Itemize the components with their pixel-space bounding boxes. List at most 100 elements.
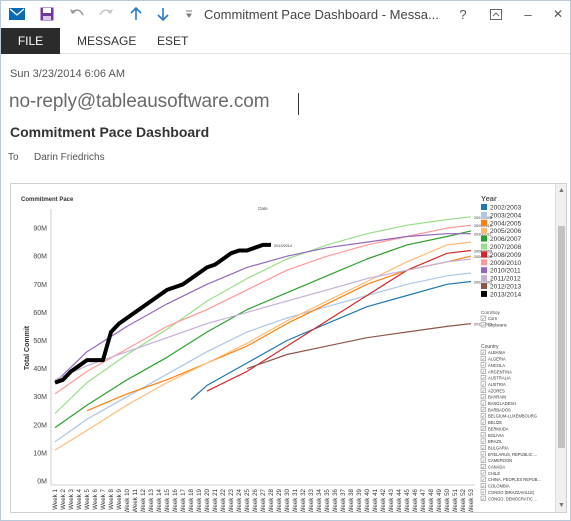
legend-swatch xyxy=(481,211,487,218)
check-icon: ✓ xyxy=(482,407,485,412)
legend-swatch xyxy=(481,283,487,289)
country-checkbox xyxy=(480,489,486,495)
legend-swatch xyxy=(481,243,487,250)
check-icon: ✓ xyxy=(482,477,485,482)
x-tick-label: Week 44 xyxy=(396,488,403,513)
close-button[interactable]: ✕ xyxy=(552,7,564,21)
y-tick-label: 20M xyxy=(33,422,47,429)
help-button[interactable]: ? xyxy=(459,6,467,22)
dashboard-image: Commitment Pace Date Total Commit 0M 10M 20M 3… xyxy=(10,183,567,513)
y-tick-label: 10M xyxy=(33,450,47,457)
tab-file[interactable]: FILE xyxy=(1,28,60,54)
y-tick-label: 30M xyxy=(33,394,47,401)
legend-year-label: 2005/2006 xyxy=(490,228,522,235)
check-icon: ✓ xyxy=(482,356,485,361)
legend-year-label: 2002/2003 xyxy=(490,205,522,212)
country-checkbox xyxy=(480,464,486,470)
x-tick-label: Week 23 xyxy=(228,488,235,513)
country-checkbox xyxy=(480,419,486,425)
series-line-2004-2005 xyxy=(86,255,472,412)
country-checkbox xyxy=(480,375,486,381)
arrow-up-icon[interactable] xyxy=(127,5,145,23)
scroll-up-arrow-icon[interactable]: ▲ xyxy=(558,187,565,194)
y-tick-label: 0M xyxy=(37,479,47,486)
check-icon: ✓ xyxy=(482,464,485,469)
window-title: Commitment Pace Dashboard - Messa... xyxy=(204,7,439,22)
country-checkbox xyxy=(480,413,486,419)
legend-swatch xyxy=(481,259,487,266)
x-tick-label: Week 30 xyxy=(284,488,291,513)
country-label: CONGO, DEMOCRATIC ... xyxy=(488,496,538,501)
x-tick-label: Week 19 xyxy=(196,488,203,513)
crop-label: Corn xyxy=(488,316,498,321)
series-end-label: 2010/2011 xyxy=(474,233,492,237)
x-tick-label: Week 3 xyxy=(68,488,75,509)
save-icon[interactable] xyxy=(38,5,56,23)
country-checkbox xyxy=(480,394,486,400)
x-tick-label: Week 27 xyxy=(260,488,267,513)
scrollbar-thumb[interactable] xyxy=(558,226,565,448)
country-checkbox xyxy=(480,495,486,501)
country-label: AUSTRALIA xyxy=(488,376,511,381)
x-tick-label: Week 39 xyxy=(356,488,363,513)
series-end-label: 2009/2010 xyxy=(474,224,492,228)
check-icon: ✓ xyxy=(482,496,485,501)
check-icon: ✓ xyxy=(482,388,485,393)
customize-toolbar-icon[interactable] xyxy=(180,5,198,23)
check-icon: ✓ xyxy=(482,426,485,431)
check-icon: ✓ xyxy=(482,363,485,368)
redo-icon[interactable] xyxy=(97,5,115,23)
tab-message[interactable]: MESSAGE xyxy=(77,34,137,48)
x-tick-label: Week 50 xyxy=(444,488,451,513)
check-icon: ✓ xyxy=(482,471,485,476)
minimize-button[interactable]: – xyxy=(524,6,532,22)
country-checkbox xyxy=(480,406,486,412)
country-checkbox xyxy=(480,387,486,393)
country-checkbox xyxy=(480,445,486,450)
tab-eset[interactable]: ESET xyxy=(157,34,189,48)
ribbon-tabs: FILE MESSAGE ESET xyxy=(1,28,570,54)
x-tick-label: Week 13 xyxy=(148,488,155,513)
x-tick-label: Week 20 xyxy=(204,488,211,513)
country-checkbox xyxy=(480,451,486,457)
legend-swatch xyxy=(481,275,487,282)
x-tick-label: Week 14 xyxy=(156,488,163,513)
legend-year-label: 2011/2012 xyxy=(490,276,521,283)
to-label: To xyxy=(8,152,19,163)
text-cursor xyxy=(298,93,299,115)
x-tick-label: Week 26 xyxy=(252,488,259,513)
legend-scrollbar[interactable]: ▲ ▼ xyxy=(555,184,566,512)
country-label: BERMUDA xyxy=(488,426,509,431)
recipient-name[interactable]: Darin Friedrichs xyxy=(34,152,105,163)
x-tick-label: Week 11 xyxy=(132,488,139,512)
scroll-down-arrow-icon[interactable]: ▼ xyxy=(558,502,565,509)
legend-swatch xyxy=(481,235,487,242)
y-axis-label: Total Commit xyxy=(24,325,31,370)
x-tick-label: Week 24 xyxy=(236,488,243,513)
undo-icon[interactable] xyxy=(68,5,86,23)
legend-swatch xyxy=(481,219,487,226)
x-tick-label: Week 10 xyxy=(124,488,131,513)
check-icon: ✓ xyxy=(482,483,485,488)
y-tick-label: 70M xyxy=(33,282,47,289)
legend-year-label: 2007/2008 xyxy=(490,244,522,251)
crop-checkbox xyxy=(480,315,486,321)
x-tick-label: Week 15 xyxy=(164,488,171,513)
legend-swatch xyxy=(481,204,487,210)
series-line-2013-2014 xyxy=(54,242,271,385)
check-icon: ✓ xyxy=(482,375,485,380)
x-tick-label: Week 34 xyxy=(316,488,323,513)
arrow-down-icon[interactable] xyxy=(154,5,172,23)
country-checkbox xyxy=(480,362,486,368)
ribbon-display-options-icon[interactable] xyxy=(485,4,507,24)
x-tick-label: Week 28 xyxy=(268,488,275,513)
country-checkbox xyxy=(480,483,486,489)
x-tick-label: Week 46 xyxy=(412,488,419,513)
country-checkbox xyxy=(480,438,486,444)
country-checkbox xyxy=(480,381,486,387)
series-line-2003-2004 xyxy=(54,272,472,443)
title-bar: Commitment Pace Dashboard - Messa... ? –… xyxy=(1,1,570,27)
sender-address[interactable]: no-reply@tableausoftware.com xyxy=(9,91,270,112)
country-checkbox xyxy=(480,457,486,463)
